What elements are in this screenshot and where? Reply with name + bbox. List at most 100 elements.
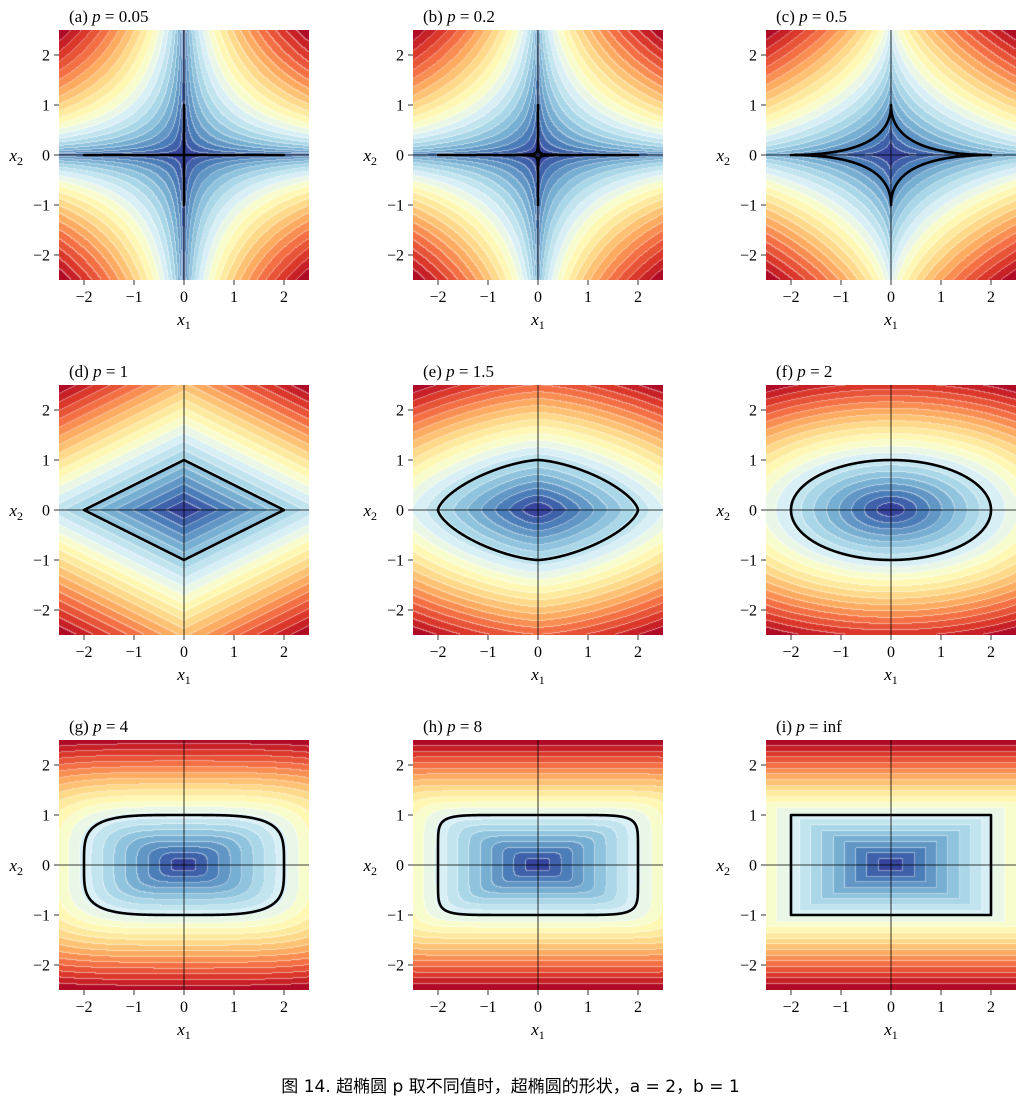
y-tick-label: 0 bbox=[749, 503, 757, 520]
y-tick-label: 2 bbox=[749, 758, 757, 775]
panel-g: −2 −1 0 1 2 2 1 0 −1 −2 x1 x2 (g) p = 4 bbox=[8, 717, 309, 1042]
x-tick-label: 0 bbox=[180, 289, 188, 306]
y-tick-label: −1 bbox=[740, 198, 757, 215]
y-tick-label: 1 bbox=[749, 98, 757, 115]
x-tick-label: 1 bbox=[937, 999, 945, 1016]
y-tick-label: 0 bbox=[396, 858, 404, 875]
panel-h: −2 −1 0 1 2 2 1 0 −1 −2 x1 x2 (h) p = 8 bbox=[362, 717, 663, 1042]
y-tick-label: 0 bbox=[42, 148, 50, 165]
x-axis-label: x1 bbox=[530, 1020, 545, 1042]
y-axis-label: x2 bbox=[8, 146, 23, 168]
x-tick-label: −2 bbox=[75, 644, 92, 661]
superellipse-curve-e bbox=[436, 458, 640, 562]
x-axis-label: x1 bbox=[530, 310, 545, 332]
x-tick-label: −1 bbox=[125, 999, 142, 1016]
x-tick-label: 0 bbox=[180, 999, 188, 1016]
y-tick-label: 1 bbox=[42, 453, 50, 470]
y-axis-label: x2 bbox=[8, 501, 23, 523]
x-tick-label: 1 bbox=[937, 289, 945, 306]
x-tick-label: −2 bbox=[782, 999, 799, 1016]
y-axis-label: x2 bbox=[362, 501, 377, 523]
panel-title: (h) p = 8 bbox=[423, 717, 482, 736]
panel-a: −2 −1 0 1 2 2 1 0 −1 −2 x1 x2 (a) p = 0.05 bbox=[8, 7, 309, 332]
x-tick-label: 0 bbox=[180, 644, 188, 661]
superellipse-curve-a bbox=[82, 103, 286, 207]
y-axis-label: x2 bbox=[715, 146, 730, 168]
x-tick-label: 2 bbox=[987, 289, 995, 306]
y-axis-label: x2 bbox=[8, 856, 23, 878]
superellipse-curve-c bbox=[789, 103, 993, 207]
x-tick-label: −2 bbox=[429, 644, 446, 661]
y-tick-label: 1 bbox=[42, 808, 50, 825]
panel-title: (i) p = inf bbox=[776, 717, 842, 736]
figure-caption: 图 14. 超椭圆 p 取不同值时，超椭圆的形状，a = 2，b = 1 bbox=[281, 1077, 740, 1097]
y-tick-label: −1 bbox=[387, 198, 404, 215]
y-tick-label: 1 bbox=[42, 98, 50, 115]
y-tick-label: −2 bbox=[33, 603, 50, 620]
x-tick-label: −2 bbox=[782, 644, 799, 661]
x-tick-label: −1 bbox=[832, 644, 849, 661]
x-tick-label: 2 bbox=[634, 644, 642, 661]
y-tick-label: −1 bbox=[740, 553, 757, 570]
y-axis-label: x2 bbox=[715, 501, 730, 523]
x-tick-label: −2 bbox=[75, 999, 92, 1016]
x-tick-label: 2 bbox=[280, 999, 288, 1016]
y-tick-label: 1 bbox=[749, 453, 757, 470]
y-tick-label: 0 bbox=[42, 858, 50, 875]
x-tick-label: −2 bbox=[782, 289, 799, 306]
panel-e: −2 −1 0 1 2 2 1 0 −1 −2 x1 x2 (e) p = 1.5 bbox=[362, 362, 663, 687]
y-tick-label: −1 bbox=[387, 908, 404, 925]
x-axis-label: x1 bbox=[176, 665, 191, 687]
x-tick-label: −1 bbox=[479, 644, 496, 661]
x-tick-label: −1 bbox=[479, 289, 496, 306]
y-tick-label: 0 bbox=[749, 858, 757, 875]
x-tick-label: 1 bbox=[937, 644, 945, 661]
y-tick-label: 2 bbox=[42, 403, 50, 420]
y-tick-label: 0 bbox=[396, 148, 404, 165]
panel-f: −2 −1 0 1 2 2 1 0 −1 −2 x1 x2 (f) p = 2 bbox=[715, 362, 1016, 687]
superellipse-figure: −2 −1 0 1 2 2 1 0 −1 −2 x1 x2 (a) p = 0.05 −2 −1 0 1 2 2 1 0… bbox=[8, 7, 1016, 1042]
x-tick-label: 1 bbox=[584, 289, 592, 306]
x-tick-label: 1 bbox=[230, 999, 238, 1016]
x-axis-label: x1 bbox=[883, 310, 898, 332]
y-tick-label: −2 bbox=[740, 603, 757, 620]
y-tick-label: 1 bbox=[749, 808, 757, 825]
x-tick-label: 0 bbox=[534, 999, 542, 1016]
x-tick-label: −1 bbox=[832, 289, 849, 306]
panel-b: −2 −1 0 1 2 2 1 0 −1 −2 x1 x2 (b) p = 0.2 bbox=[362, 7, 663, 332]
superellipse-curve-g bbox=[82, 813, 286, 917]
x-tick-label: 1 bbox=[584, 644, 592, 661]
y-tick-label: −2 bbox=[387, 248, 404, 265]
x-tick-label: −2 bbox=[429, 289, 446, 306]
x-tick-label: 0 bbox=[887, 289, 895, 306]
y-tick-label: 2 bbox=[396, 403, 404, 420]
x-tick-label: −1 bbox=[832, 999, 849, 1016]
y-tick-label: −2 bbox=[33, 248, 50, 265]
y-tick-label: 1 bbox=[396, 98, 404, 115]
x-tick-label: −1 bbox=[479, 999, 496, 1016]
superellipse-curve-d bbox=[82, 458, 286, 562]
y-tick-label: −1 bbox=[387, 553, 404, 570]
panel-title: (c) p = 0.5 bbox=[776, 7, 847, 26]
x-tick-label: 0 bbox=[534, 289, 542, 306]
x-tick-label: −1 bbox=[125, 289, 142, 306]
y-tick-label: 2 bbox=[749, 48, 757, 65]
panel-title: (e) p = 1.5 bbox=[423, 362, 494, 381]
y-tick-label: −1 bbox=[740, 908, 757, 925]
y-tick-label: 2 bbox=[396, 48, 404, 65]
superellipse-curve-i bbox=[789, 813, 993, 917]
y-tick-label: −1 bbox=[33, 908, 50, 925]
x-tick-label: 2 bbox=[280, 644, 288, 661]
x-tick-label: 2 bbox=[987, 999, 995, 1016]
y-axis-label: x2 bbox=[362, 856, 377, 878]
x-tick-label: 0 bbox=[887, 644, 895, 661]
y-tick-label: 1 bbox=[396, 808, 404, 825]
superellipse-curve-b bbox=[436, 103, 640, 207]
y-axis-label: x2 bbox=[362, 146, 377, 168]
y-tick-label: −2 bbox=[33, 958, 50, 975]
x-tick-label: −2 bbox=[429, 999, 446, 1016]
y-tick-label: −2 bbox=[387, 958, 404, 975]
y-tick-label: −2 bbox=[387, 603, 404, 620]
x-tick-label: −1 bbox=[125, 644, 142, 661]
y-tick-label: 0 bbox=[749, 148, 757, 165]
